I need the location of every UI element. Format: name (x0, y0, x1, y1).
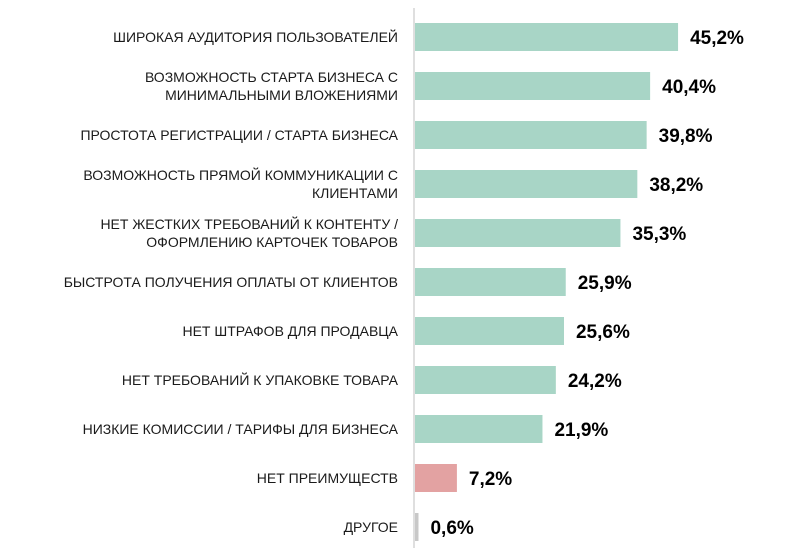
category-label-10: ДРУГОЕ (344, 519, 398, 535)
bar-4 (415, 219, 621, 247)
bar-0 (415, 23, 679, 51)
category-label-8: НИЗКИЕ КОМИССИИ / ТАРИФЫ ДЛЯ БИЗНЕСА (83, 421, 399, 437)
value-label-10: 0,6% (430, 518, 473, 539)
value-label-1: 40,4% (662, 77, 716, 98)
value-label-4: 35,3% (632, 224, 686, 245)
category-label-4-line-1: ОФОРМЛЕНИЮ КАРТОЧЕК ТОВАРОВ (146, 234, 398, 250)
category-label-4-line-0: НЕТ ЖЕСТКИХ ТРЕБОВАНИЙ К КОНТЕНТУ / (100, 215, 398, 232)
category-label-7: НЕТ ТРЕБОВАНИЙ К УПАКОВКЕ ТОВАРА (122, 371, 399, 388)
value-label-7: 24,2% (568, 371, 622, 392)
value-label-8: 21,9% (554, 420, 608, 441)
value-label-0: 45,2% (690, 28, 744, 49)
category-label-3-line-0: ВОЗМОЖНОСТЬ ПРЯМОЙ КОММУНИКАЦИИ С (83, 166, 398, 183)
bar-6 (415, 317, 564, 345)
value-label-6: 25,6% (576, 322, 630, 343)
bar-10 (415, 513, 419, 541)
category-label-5: БЫСТРОТА ПОЛУЧЕНИЯ ОПЛАТЫ ОТ КЛИЕНТОВ (64, 274, 398, 290)
category-label-6: НЕТ ШТРАФОВ ДЛЯ ПРОДАВЦА (182, 323, 398, 339)
category-label-9: НЕТ ПРЕИМУЩЕСТВ (257, 470, 398, 486)
category-label-2: ПРОСТОТА РЕГИСТРАЦИИ / СТАРТА БИЗНЕСА (80, 127, 398, 143)
value-label-3: 38,2% (649, 175, 703, 196)
bar-8 (415, 415, 543, 443)
bar-1 (415, 72, 651, 100)
bar-7 (415, 366, 556, 394)
bar-5 (415, 268, 566, 296)
bar-3 (415, 170, 638, 198)
bar-9 (415, 464, 457, 492)
bar-2 (415, 121, 647, 149)
value-label-5: 25,9% (578, 273, 632, 294)
category-label-3-line-1: КЛИЕНТАМИ (312, 185, 398, 201)
value-label-2: 39,8% (659, 126, 713, 147)
category-label-0: ШИРОКАЯ АУДИТОРИЯ ПОЛЬЗОВАТЕЛЕЙ (113, 28, 398, 45)
category-label-1-line-0: ВОЗМОЖНОСТЬ СТАРТА БИЗНЕСА С (145, 69, 398, 85)
category-label-1-line-1: МИНИМАЛЬНЫМИ ВЛОЖЕНИЯМИ (165, 87, 398, 103)
value-label-9: 7,2% (469, 469, 512, 490)
